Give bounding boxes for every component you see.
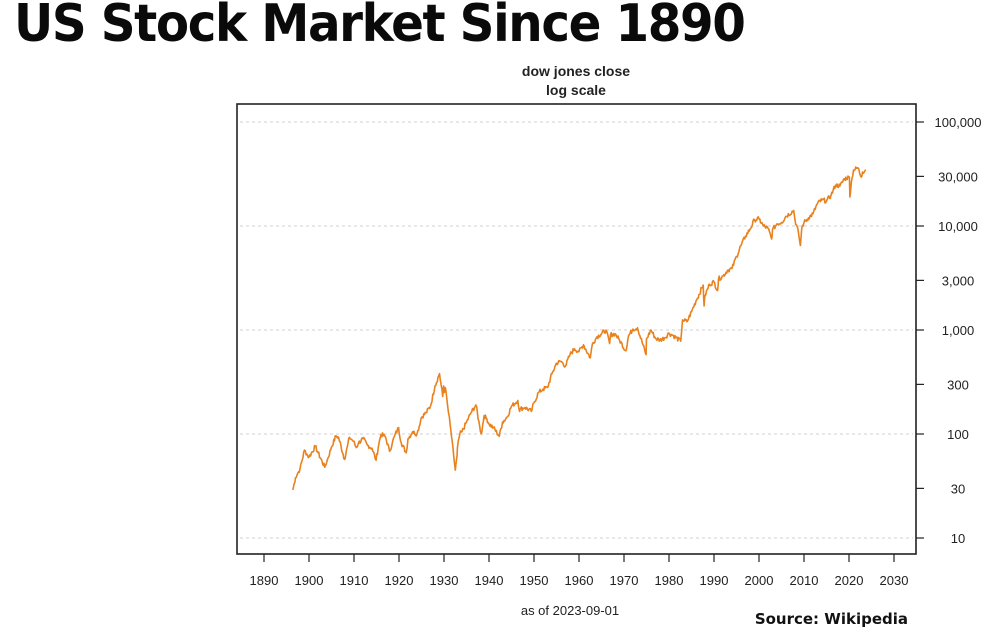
x-tick-label: 1900 (295, 573, 324, 588)
x-tick-label: 2030 (880, 573, 909, 588)
y-axis: 10 30 100 300 1,000 3,000 10,000 30,000 100,000 (916, 115, 982, 546)
source-credit: Source: Wikipedia (754, 610, 908, 628)
x-tick-label: 2010 (790, 573, 819, 588)
x-tick-label: 2000 (745, 573, 774, 588)
gridlines (240, 121, 913, 539)
x-tick-label: 2020 (835, 573, 864, 588)
x-tick-label: 1970 (610, 573, 639, 588)
x-tick-label: 1950 (520, 573, 549, 588)
chart-title: dow jones close (521, 63, 631, 79)
y-tick-label: 3,000 (942, 273, 975, 288)
y-tick-label: 10,000 (938, 219, 978, 234)
y-tick-label: 300 (947, 377, 969, 392)
x-tick-label: 1980 (655, 573, 684, 588)
x-axis-caption: as of 2023-09-01 (520, 603, 620, 618)
x-tick-label: 1920 (385, 573, 414, 588)
x-tick-label: 1990 (700, 573, 729, 588)
x-tick-label: 1890 (250, 573, 279, 588)
x-tick-label: 1910 (340, 573, 369, 588)
data-line (292, 166, 867, 491)
x-axis: 1890 1900 1910 1920 1930 1940 1950 1960 1970 1980… (250, 554, 909, 588)
y-tick-label: 100 (947, 427, 969, 442)
y-tick-label: 30 (951, 481, 965, 496)
chart-subtitle: log scale (546, 82, 606, 98)
dow-jones-series-line (292, 166, 867, 491)
x-tick-label: 1940 (475, 573, 504, 588)
page-title: US Stock Market Since 1890 (14, 0, 746, 54)
y-tick-label: 10 (951, 531, 965, 546)
y-tick-label: 1,000 (942, 323, 975, 338)
x-tick-label: 1960 (565, 573, 594, 588)
y-tick-label: 100,000 (935, 115, 982, 130)
plot-frame (236, 103, 917, 555)
y-tick-label: 30,000 (938, 169, 978, 184)
x-tick-label: 1930 (430, 573, 459, 588)
